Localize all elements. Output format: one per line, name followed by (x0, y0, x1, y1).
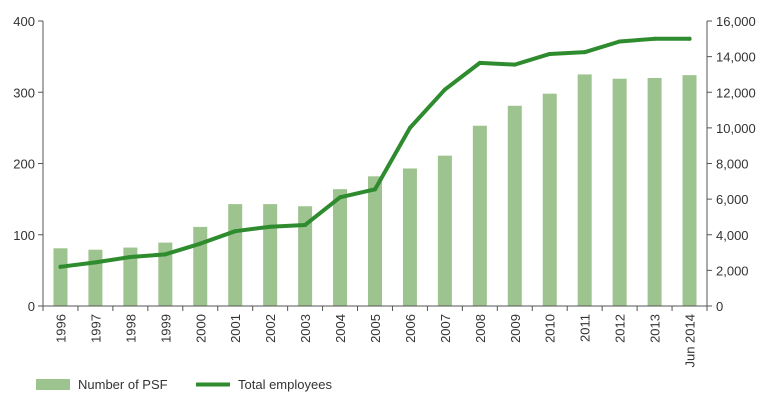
bar-2011 (577, 74, 592, 306)
x-tick-label-2002: 2002 (263, 314, 278, 343)
bar-2005 (368, 176, 382, 306)
right-y-tick-label-12-000: 12,000 (716, 85, 756, 100)
point-total-employees-1999 (163, 252, 168, 257)
bar-2012 (612, 78, 627, 307)
x-tick-label-2003: 2003 (298, 314, 313, 343)
legend-swatch-number-of-psf (36, 379, 70, 390)
right-y-tick-label-16-000: 16,000 (716, 14, 756, 29)
bar-1997 (88, 249, 103, 306)
bar-2007 (437, 155, 452, 306)
point-total-employees-2010 (547, 51, 552, 56)
point-total-employees-2003 (303, 222, 308, 227)
right-y-tick-label-2-000: 2,000 (716, 263, 749, 278)
x-tick-label-1996: 1996 (53, 314, 68, 343)
point-total-employees-1998 (128, 255, 133, 260)
bar-2002 (263, 204, 278, 306)
right-y-tick-label-6-000: 6,000 (716, 192, 749, 207)
point-total-employees-1996 (58, 264, 63, 269)
bar-1996 (53, 248, 68, 306)
point-total-employees-2012 (617, 39, 622, 44)
point-total-employees-2008 (477, 60, 482, 65)
point-total-employees-jun-2014 (687, 36, 692, 41)
left-y-tick-label-200: 200 (13, 157, 35, 172)
x-tick-label-2004: 2004 (333, 314, 348, 343)
bar-1999 (158, 242, 173, 306)
point-total-employees-2000 (198, 241, 203, 246)
point-total-employees-2005 (373, 187, 377, 192)
point-total-employees-2004 (338, 195, 343, 200)
left-y-tick-label-300: 300 (13, 85, 35, 100)
bar-1998 (123, 247, 138, 306)
x-tick-label-2005: 2005 (368, 314, 383, 343)
legend-label-number-of-psf: Number of PSF (78, 377, 168, 392)
x-tick-labels: 1996 1997 1998 1999 2000 2001 2002 2003 2004 2005… (53, 314, 697, 368)
bar-2006 (402, 168, 417, 306)
x-tick-label-2000: 2000 (193, 314, 208, 343)
point-total-employees-2002 (268, 224, 273, 229)
x-tick-label-1999: 1999 (158, 314, 173, 343)
right-y-tick-labels: 0 2,000 4,000 6,000 8,000 10,000 12,000 14,000 1… (716, 14, 756, 314)
point-total-employees-2001 (233, 229, 238, 234)
axes-layer (38, 20, 712, 311)
right-y-tick-label-8-000: 8,000 (716, 157, 749, 172)
x-tick-label-2011: 2011 (578, 314, 593, 342)
x-tick-label-2008: 2008 (473, 314, 488, 343)
left-y-tick-label-0: 0 (28, 299, 35, 314)
legend: Number of PSF Total employees (36, 377, 332, 392)
left-y-tick-labels: 0 100 200 300 400 (13, 14, 35, 314)
x-tick-label-1998: 1998 (123, 314, 138, 343)
point-total-employees-1997 (93, 260, 98, 265)
x-tick-label-2010: 2010 (543, 314, 558, 343)
left-y-tick-label-100: 100 (13, 228, 35, 243)
right-y-tick-label-4-000: 4,000 (716, 228, 749, 243)
point-total-employees-2009 (512, 62, 517, 67)
left-y-tick-label-400: 400 (13, 14, 35, 29)
bar-2013 (647, 78, 662, 306)
right-y-tick-label-14-000: 14,000 (716, 50, 756, 65)
x-tick-label-2013: 2013 (648, 314, 663, 343)
bar-2001 (228, 204, 243, 306)
bar-2009 (507, 105, 522, 306)
x-tick-label-2009: 2009 (508, 314, 523, 343)
right-y-tick-label-0: 0 (716, 299, 723, 314)
bar-2008 (472, 125, 487, 307)
bar-2004 (333, 189, 348, 306)
x-tick-label-2006: 2006 (403, 314, 418, 343)
x-tick-label-1997: 1997 (88, 314, 103, 343)
x-tick-label-jun-2014: Jun 2014 (683, 314, 698, 368)
x-tick-label-2001: 2001 (228, 314, 243, 343)
right-y-tick-label-10-000: 10,000 (716, 121, 756, 136)
x-tick-label-2007: 2007 (438, 314, 453, 343)
legend-label-total-employees: Total employees (238, 377, 332, 392)
line-layer (58, 36, 692, 269)
x-tick-label-2012: 2012 (613, 314, 628, 343)
bar-2000 (193, 226, 208, 306)
bar-2003 (298, 206, 313, 306)
point-total-employees-2011 (582, 50, 587, 55)
point-total-employees-2007 (442, 87, 447, 92)
bar-jun-2014 (682, 75, 697, 307)
point-total-employees-2013 (652, 36, 657, 41)
bar-2010 (542, 93, 557, 307)
point-total-employees-2006 (407, 125, 412, 130)
bars-layer (53, 74, 697, 307)
